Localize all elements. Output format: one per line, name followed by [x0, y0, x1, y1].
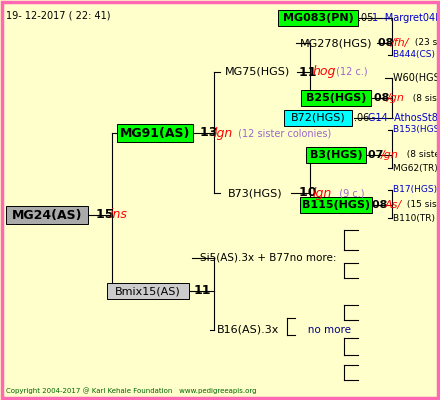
FancyBboxPatch shape: [284, 110, 352, 126]
Text: Si5(AS).3x + B77no more:: Si5(AS).3x + B77no more:: [200, 253, 336, 263]
Text: B17(HGS) .06 G18-Sinop72R: B17(HGS) .06 G18-Sinop72R: [393, 186, 440, 194]
FancyBboxPatch shape: [300, 197, 372, 213]
Text: MG083(PN): MG083(PN): [282, 13, 353, 23]
Text: As/: As/: [385, 200, 402, 210]
Text: lgn: lgn: [313, 186, 332, 200]
Text: (8 sister colonies): (8 sister colonies): [407, 94, 440, 102]
Text: no more: no more: [298, 325, 351, 335]
Text: MG62(TR) .05: MG62(TR) .05: [393, 164, 440, 172]
Text: 15: 15: [96, 208, 118, 222]
Text: 13: 13: [200, 126, 222, 140]
Text: G14 -AthosSt80R: G14 -AthosSt80R: [368, 113, 440, 123]
Text: B110(TR) .05: B110(TR) .05: [393, 214, 440, 222]
Text: G6 - W0: G6 - W0: [430, 73, 440, 83]
Text: (8 sister colonies): (8 sister colonies): [401, 150, 440, 160]
Text: B3(HGS): B3(HGS): [310, 150, 362, 160]
Text: G5 -MG00R: G5 -MG00R: [430, 164, 440, 172]
Text: .05: .05: [358, 13, 374, 23]
Text: B72(HGS): B72(HGS): [291, 113, 345, 123]
Text: hog: hog: [313, 66, 336, 78]
Text: /gn: /gn: [387, 93, 405, 103]
FancyBboxPatch shape: [6, 206, 88, 224]
Text: B16(AS).3x: B16(AS).3x: [217, 325, 279, 335]
Text: B153(HGS) .05 G23 -Sinop62R: B153(HGS) .05 G23 -Sinop62R: [393, 126, 440, 134]
Text: MG75(HGS): MG75(HGS): [225, 67, 291, 77]
FancyBboxPatch shape: [301, 90, 371, 106]
Text: 1 -Margret04R: 1 -Margret04R: [372, 13, 440, 23]
Text: MG91(AS): MG91(AS): [120, 126, 190, 140]
Text: (9 c.): (9 c.): [333, 188, 364, 198]
Text: ins: ins: [110, 208, 128, 222]
Text: .06: .06: [354, 113, 369, 123]
FancyBboxPatch shape: [306, 147, 366, 163]
Text: B115(HGS): B115(HGS): [302, 200, 370, 210]
Text: B73(HGS): B73(HGS): [227, 188, 282, 198]
FancyBboxPatch shape: [117, 124, 193, 142]
Text: (12 c.): (12 c.): [333, 67, 368, 77]
Text: Copyright 2004-2017 @ Karl Kehale Foundation   www.pedigreeapis.org: Copyright 2004-2017 @ Karl Kehale Founda…: [6, 387, 257, 394]
Text: 11: 11: [194, 284, 212, 298]
Text: 10: 10: [299, 186, 321, 200]
Text: MG278(HGS): MG278(HGS): [300, 38, 372, 48]
Text: /gn: /gn: [381, 150, 399, 160]
FancyBboxPatch shape: [107, 283, 189, 299]
Text: 08: 08: [374, 93, 393, 103]
Text: W60(HGS) .06: W60(HGS) .06: [393, 73, 440, 83]
Text: 08: 08: [378, 38, 397, 48]
FancyBboxPatch shape: [278, 10, 358, 26]
Text: (23 sister colonies): (23 sister colonies): [412, 38, 440, 48]
Text: B444(CS) .05G14 -AthosSt80R: B444(CS) .05G14 -AthosSt80R: [393, 50, 440, 60]
Text: 08: 08: [372, 200, 391, 210]
Text: /fh/: /fh/: [391, 38, 409, 48]
Text: G5 -MG00R: G5 -MG00R: [430, 214, 440, 222]
Text: Bmix15(AS): Bmix15(AS): [115, 286, 181, 296]
Text: 11: 11: [299, 66, 321, 78]
Text: lgn: lgn: [214, 126, 233, 140]
Text: MG24(AS): MG24(AS): [12, 208, 82, 222]
Text: 19- 12-2017 ( 22: 41): 19- 12-2017 ( 22: 41): [6, 10, 110, 20]
Text: 07: 07: [368, 150, 387, 160]
Text: B25(HGS): B25(HGS): [306, 93, 366, 103]
Text: (12 sister colonies): (12 sister colonies): [235, 128, 331, 138]
Text: (15 sister colonies): (15 sister colonies): [404, 200, 440, 210]
